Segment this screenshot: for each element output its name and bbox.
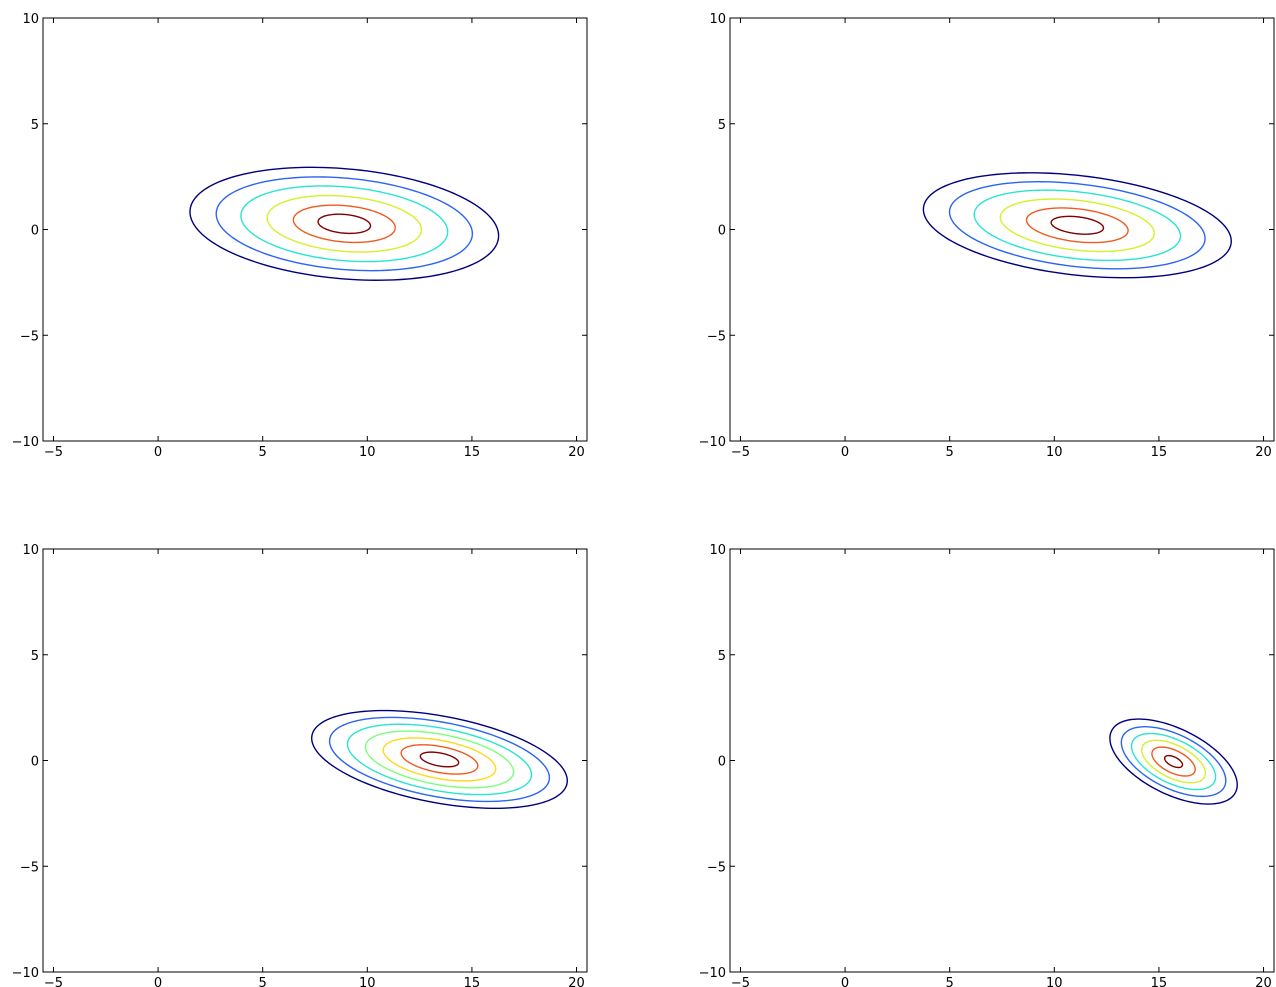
contour-level-2 [948, 181, 1206, 270]
contour-level-5 [1025, 207, 1129, 244]
x-tick-label: 5 [946, 976, 954, 987]
y-tick-label: 5 [718, 649, 726, 664]
y-tick-label: 0 [718, 755, 726, 770]
x-tick-label: 15 [464, 976, 481, 987]
axes-frame [729, 17, 1275, 442]
y-tick-label: −10 [12, 435, 39, 450]
x-tick-label: 10 [359, 976, 376, 987]
y-tick-label: 10 [22, 12, 39, 27]
x-tick-label: 15 [1151, 445, 1168, 460]
x-tick-label: 0 [841, 976, 849, 987]
axes-frame [42, 548, 588, 973]
contour-level-5 [292, 204, 396, 244]
contour-level-3 [346, 723, 533, 796]
axes-frame [729, 548, 1275, 973]
x-tick-label: 5 [259, 445, 267, 460]
y-tick-label: −10 [699, 435, 726, 450]
y-tick-label: −5 [707, 860, 726, 875]
contour-level-3 [973, 189, 1182, 262]
x-tick-label: −5 [44, 445, 63, 460]
y-tick-label: 10 [709, 12, 726, 27]
x-tick-label: 15 [464, 445, 481, 460]
y-tick-label: 0 [31, 224, 39, 239]
y-tick-label: 5 [718, 118, 726, 133]
contour-level-6 [1050, 215, 1105, 235]
y-tick-label: −10 [699, 966, 726, 981]
subplot-bottom-left: −5 0 5 10 15 20 −10 −5 0 5 10 [12, 543, 588, 987]
contour-level-3 [240, 185, 449, 263]
y-tick-label: −5 [20, 329, 39, 344]
x-tick-label: 15 [1151, 976, 1168, 987]
contour-level-6 [400, 744, 479, 775]
y-tick-label: 5 [31, 118, 39, 133]
y-tick-label: 0 [31, 755, 39, 770]
contour-level-1 [1109, 718, 1238, 805]
contour-level-3 [1130, 732, 1217, 791]
y-tick-label: 5 [31, 649, 39, 664]
y-tick-label: −5 [20, 860, 39, 875]
contour-level-4 [266, 194, 423, 253]
subplot-bottom-right: −5 0 5 10 15 20 −10 −5 0 5 10 [699, 543, 1275, 987]
contour-level-2 [215, 176, 474, 272]
contour-level-4 [999, 198, 1155, 253]
axes-frame [42, 17, 588, 442]
x-tick-label: 0 [154, 445, 162, 460]
subplot-top-right: −5 0 5 10 15 20 −10 −5 0 5 10 [699, 12, 1275, 460]
contour-level-6 [317, 213, 372, 235]
x-tick-label: 20 [568, 976, 585, 987]
x-tick-label: 0 [154, 976, 162, 987]
contour-level-4 [364, 730, 515, 789]
x-tick-label: 20 [568, 445, 585, 460]
x-tick-label: 5 [259, 976, 267, 987]
x-tick-label: 5 [946, 445, 954, 460]
contour-level-7 [419, 751, 460, 768]
contour-level-1 [311, 709, 568, 810]
x-tick-label: 20 [1255, 445, 1272, 460]
x-tick-label: 10 [1046, 976, 1063, 987]
contour-level-4 [1141, 739, 1207, 784]
x-tick-label: 20 [1255, 976, 1272, 987]
y-tick-label: 10 [709, 543, 726, 558]
contour-level-6 [1163, 754, 1184, 769]
contour-level-1 [922, 172, 1232, 279]
y-tick-label: −5 [707, 329, 726, 344]
contour-level-1 [189, 166, 500, 281]
x-tick-label: −5 [731, 976, 750, 987]
contour-level-5 [1151, 746, 1196, 777]
x-tick-label: 0 [841, 445, 849, 460]
x-tick-label: −5 [731, 445, 750, 460]
contour-level-5 [382, 737, 497, 782]
y-tick-label: 0 [718, 224, 726, 239]
subplot-top-left: −5 0 5 10 15 20 −10 −5 0 5 10 [12, 12, 588, 460]
contour-level-2 [1120, 726, 1227, 798]
x-tick-label: 10 [1046, 445, 1063, 460]
x-tick-label: −5 [44, 976, 63, 987]
x-tick-label: 10 [359, 445, 376, 460]
y-tick-label: 10 [22, 543, 39, 558]
contour-level-2 [328, 716, 551, 803]
y-tick-label: −10 [12, 966, 39, 981]
